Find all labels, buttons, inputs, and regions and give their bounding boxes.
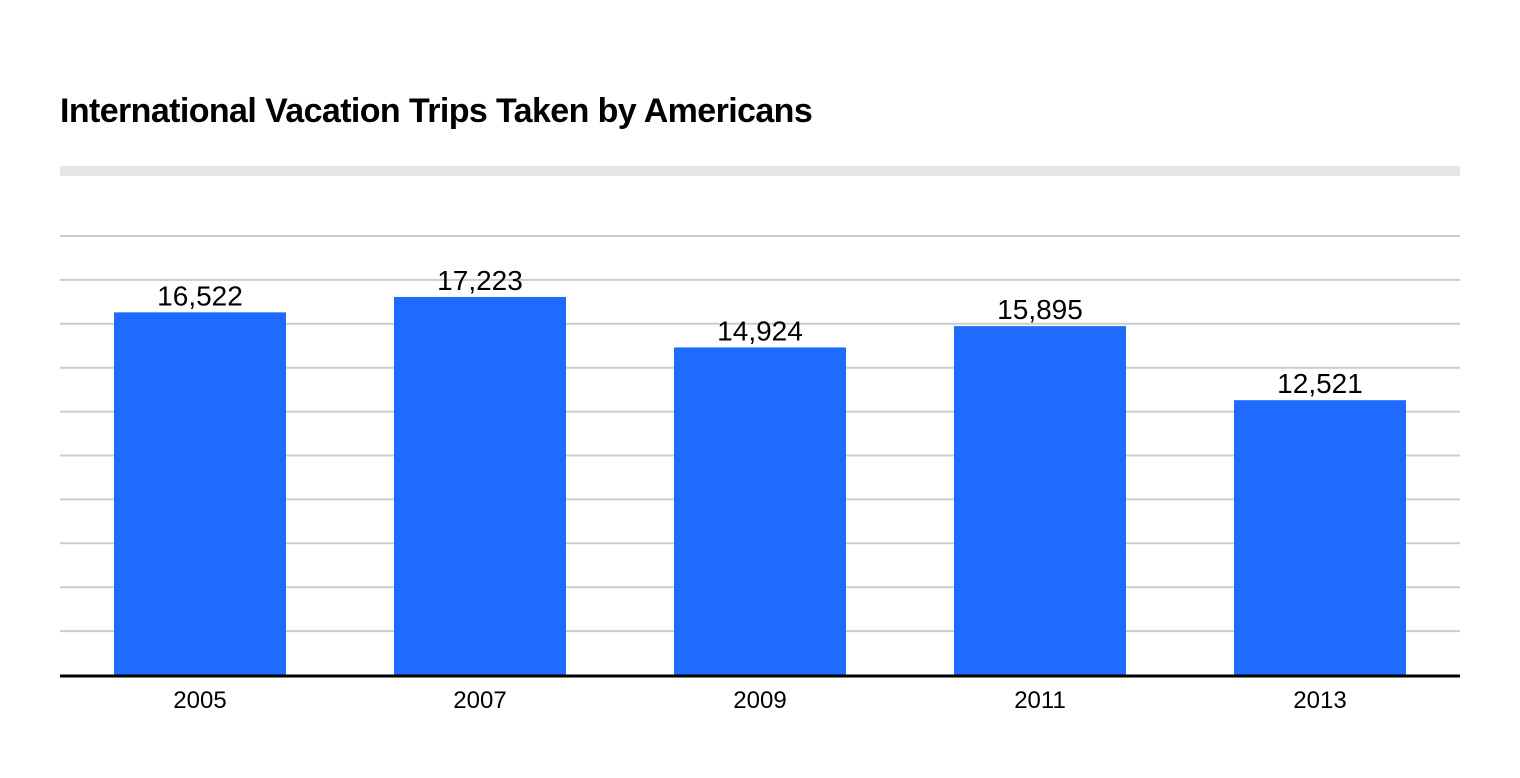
- chart-title: International Vacation Trips Taken by Am…: [60, 92, 813, 130]
- category-label-2007: 2007: [453, 687, 506, 714]
- bar-2009: [674, 347, 846, 675]
- bar-2013: [1234, 400, 1406, 675]
- bar-2011: [954, 326, 1126, 675]
- value-label-2007: 17,223: [437, 265, 523, 296]
- value-label-2011: 15,895: [997, 294, 1083, 325]
- category-label-2013: 2013: [1293, 687, 1346, 714]
- category-label-2009: 2009: [733, 687, 786, 714]
- category-label-2011: 2011: [1014, 687, 1066, 714]
- category-label-2005: 2005: [173, 687, 226, 714]
- value-label-2005: 16,522: [157, 280, 243, 311]
- bars: [114, 296, 1406, 675]
- value-label-2009: 14,924: [717, 315, 803, 346]
- title-divider: [60, 166, 1460, 176]
- value-label-2013: 12,521: [1277, 368, 1363, 399]
- bar-2005: [114, 312, 286, 675]
- category-labels: 2005 2007 2009 2011 2013: [173, 687, 1346, 714]
- value-labels: 16,522 17,223 14,924 15,895 12,521: [157, 265, 1363, 399]
- bar-2007: [394, 296, 566, 675]
